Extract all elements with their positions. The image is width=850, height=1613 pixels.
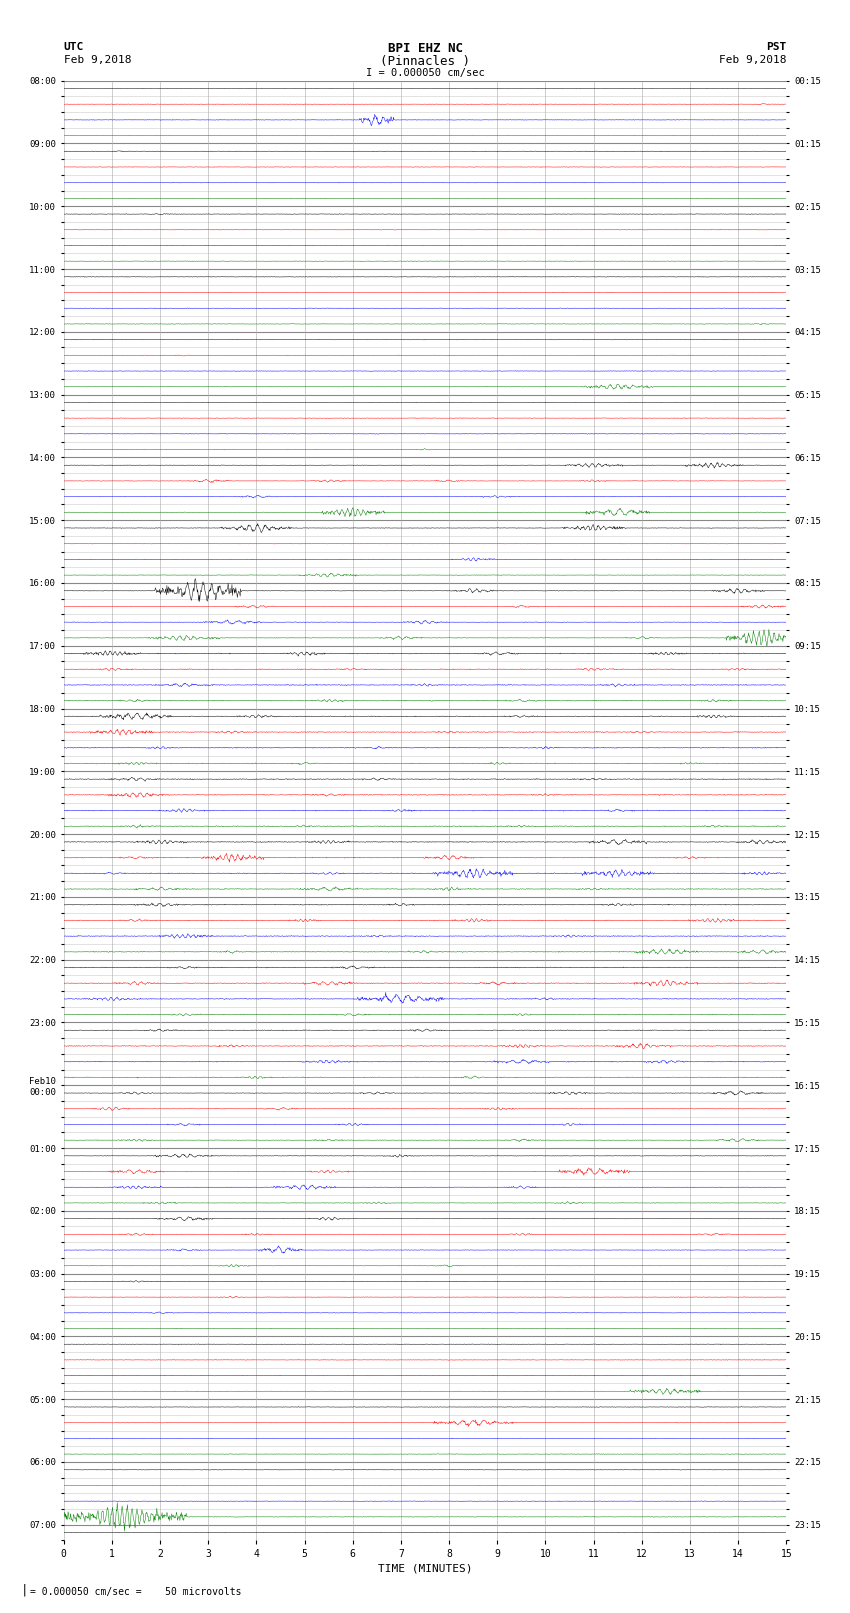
Text: = 0.000050 cm/sec =    50 microvolts: = 0.000050 cm/sec = 50 microvolts — [30, 1587, 241, 1597]
Text: PST: PST — [766, 42, 786, 52]
Text: BPI EHZ NC: BPI EHZ NC — [388, 42, 462, 55]
Text: Feb 9,2018: Feb 9,2018 — [64, 55, 131, 65]
Text: I = 0.000050 cm/sec: I = 0.000050 cm/sec — [366, 68, 484, 77]
X-axis label: TIME (MINUTES): TIME (MINUTES) — [377, 1563, 473, 1574]
Text: |: | — [21, 1584, 29, 1597]
Text: UTC: UTC — [64, 42, 84, 52]
Text: (Pinnacles ): (Pinnacles ) — [380, 55, 470, 68]
Text: Feb 9,2018: Feb 9,2018 — [719, 55, 786, 65]
